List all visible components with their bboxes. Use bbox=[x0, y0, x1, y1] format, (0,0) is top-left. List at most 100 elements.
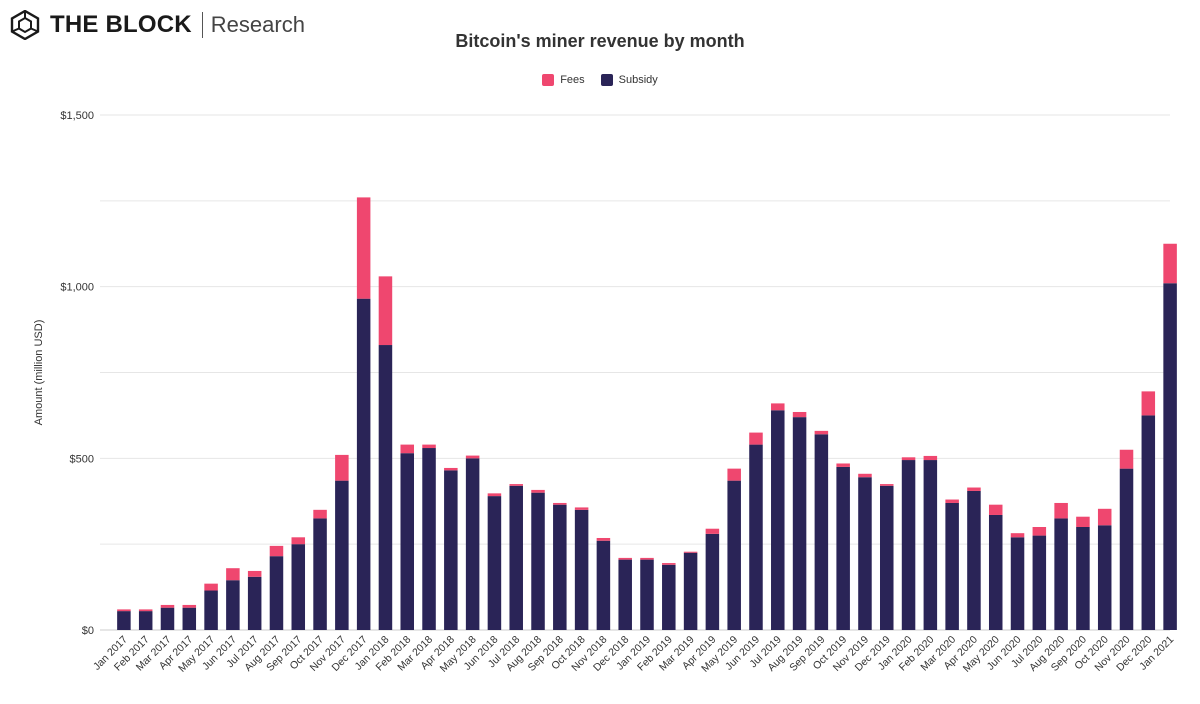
bar-subsidy bbox=[291, 544, 306, 630]
bar-fees bbox=[1076, 516, 1090, 527]
bar-subsidy bbox=[378, 345, 393, 630]
bar-subsidy bbox=[771, 410, 785, 630]
bar-fees bbox=[640, 557, 654, 560]
y-tick-label: $500 bbox=[70, 453, 94, 465]
bar-subsidy bbox=[988, 514, 1003, 630]
bar-subsidy bbox=[138, 611, 153, 630]
bar-subsidy bbox=[487, 496, 502, 630]
bar-fees bbox=[705, 528, 720, 534]
bar-subsidy bbox=[335, 480, 349, 630]
bar-fees bbox=[967, 487, 981, 491]
bar-subsidy bbox=[1054, 518, 1068, 630]
legend-swatch-subsidy bbox=[600, 74, 613, 86]
bar-subsidy bbox=[160, 607, 175, 630]
bar-fees bbox=[444, 467, 458, 471]
brand-subtitle: Research bbox=[210, 12, 305, 37]
bar-fees bbox=[553, 502, 567, 505]
bar-subsidy bbox=[662, 564, 676, 630]
bar-subsidy bbox=[640, 559, 654, 630]
bar-fees bbox=[683, 551, 698, 553]
brand-header: THE BLOCK Research bbox=[10, 8, 305, 42]
bar-fees bbox=[291, 537, 306, 545]
bar-fees bbox=[814, 430, 829, 435]
bar-fees bbox=[465, 455, 480, 459]
bar-fees bbox=[596, 537, 611, 541]
bar-subsidy bbox=[596, 540, 611, 630]
bar-fees bbox=[509, 484, 523, 486]
bar-fees bbox=[923, 455, 938, 461]
bar-fees bbox=[618, 557, 632, 560]
chart-legend: Fees Subsidy bbox=[0, 74, 1200, 86]
bar-subsidy bbox=[509, 485, 523, 630]
bar-fees bbox=[574, 507, 589, 510]
bar-subsidy bbox=[1141, 415, 1156, 630]
bar-subsidy bbox=[1032, 535, 1047, 630]
bar-subsidy bbox=[182, 607, 197, 630]
legend-label-subsidy: Subsidy bbox=[618, 74, 658, 86]
bar-fees bbox=[1032, 527, 1047, 536]
bar-subsidy bbox=[400, 453, 415, 630]
bar-subsidy bbox=[117, 611, 131, 630]
legend-swatch-fees bbox=[542, 74, 555, 86]
bar-fees bbox=[117, 609, 131, 612]
legend-item-subsidy[interactable]: Subsidy bbox=[600, 74, 658, 86]
bar-fees bbox=[879, 484, 894, 486]
bar-subsidy bbox=[792, 417, 807, 630]
bar-fees bbox=[138, 609, 153, 612]
bar-subsidy bbox=[618, 559, 632, 630]
bar-fees bbox=[988, 504, 1003, 515]
bar-fees bbox=[1054, 502, 1068, 519]
bar-subsidy bbox=[727, 480, 741, 630]
bar-fees bbox=[836, 463, 850, 467]
bar-subsidy bbox=[204, 590, 218, 630]
bar-fees bbox=[1141, 391, 1156, 416]
bar-subsidy bbox=[858, 477, 872, 630]
bar-subsidy bbox=[1076, 527, 1090, 630]
bar-subsidy bbox=[901, 460, 916, 630]
y-tick-label: $0 bbox=[82, 625, 94, 637]
bar-fees bbox=[182, 604, 197, 608]
bar-fees bbox=[945, 499, 959, 503]
bar-fees bbox=[269, 545, 284, 557]
bar-fees bbox=[531, 489, 545, 493]
bar-subsidy bbox=[1010, 537, 1025, 630]
bar-subsidy bbox=[683, 552, 698, 630]
bar-fees bbox=[662, 563, 676, 565]
bar-fees bbox=[422, 444, 436, 449]
bar-subsidy bbox=[967, 490, 981, 630]
bar-subsidy bbox=[879, 485, 894, 630]
bar-fees bbox=[160, 604, 175, 608]
the-block-logo-icon bbox=[10, 10, 40, 40]
y-tick-label: $1,500 bbox=[60, 110, 94, 122]
bar-subsidy bbox=[269, 556, 284, 630]
bar-subsidy bbox=[814, 434, 829, 630]
bar-subsidy bbox=[705, 533, 720, 630]
bar-subsidy bbox=[749, 444, 763, 630]
bar-subsidy bbox=[356, 298, 371, 630]
bar-fees bbox=[727, 468, 741, 481]
bar-fees bbox=[204, 583, 218, 591]
bar-fees bbox=[335, 454, 349, 481]
bar-fees bbox=[1119, 449, 1134, 469]
bar-fees bbox=[487, 493, 502, 497]
bar-fees bbox=[858, 473, 872, 478]
bar-fees bbox=[1163, 243, 1177, 284]
chart-title: Bitcoin's miner revenue by month bbox=[455, 31, 745, 51]
bar-fees bbox=[313, 509, 327, 519]
brand-divider bbox=[201, 12, 203, 38]
bar-fees bbox=[356, 197, 371, 299]
bar-subsidy bbox=[465, 458, 480, 630]
bar-fees bbox=[226, 568, 240, 581]
legend-item-fees[interactable]: Fees bbox=[542, 74, 585, 86]
bar-subsidy bbox=[531, 492, 545, 630]
bar-subsidy bbox=[923, 460, 938, 630]
bar-subsidy bbox=[247, 576, 262, 630]
bar-fees bbox=[792, 411, 807, 418]
bar-fees bbox=[378, 276, 393, 346]
bar-fees bbox=[400, 444, 415, 454]
bar-fees bbox=[771, 403, 785, 411]
bar-fees bbox=[901, 457, 916, 461]
bar-subsidy bbox=[1097, 525, 1112, 630]
bar-fees bbox=[749, 432, 763, 445]
